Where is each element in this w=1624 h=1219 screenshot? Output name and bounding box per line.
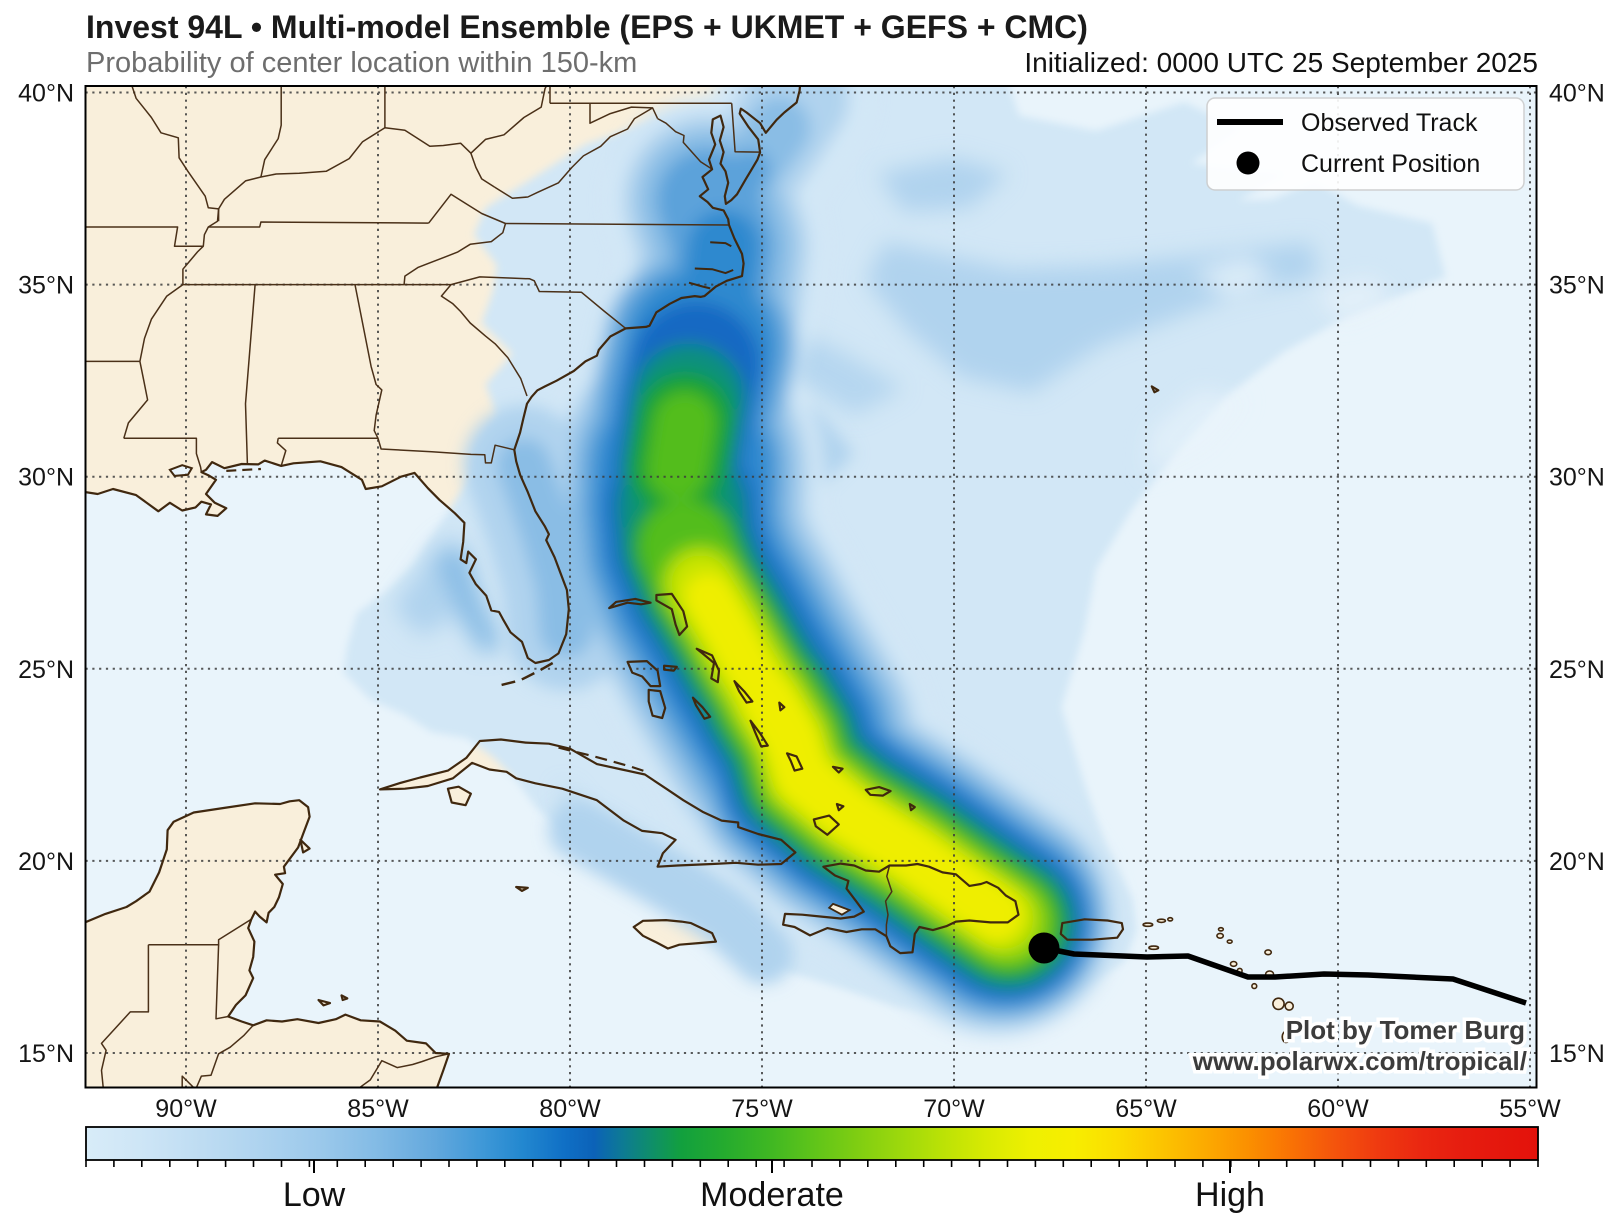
svg-text:20°N: 20°N [18, 848, 74, 876]
svg-text:20°N: 20°N [1549, 848, 1605, 876]
svg-text:55°W: 55°W [1499, 1095, 1561, 1123]
svg-text:25°N: 25°N [18, 656, 74, 684]
svg-text:High: High [1195, 1176, 1265, 1214]
svg-text:Current Position: Current Position [1301, 150, 1480, 178]
svg-text:75°W: 75°W [731, 1095, 793, 1123]
svg-text:80°W: 80°W [539, 1095, 601, 1123]
svg-text:Plot by Tomer Burg: Plot by Tomer Burg [1286, 1015, 1525, 1045]
svg-text:Initialized: 0000 UTC 25 Septe: Initialized: 0000 UTC 25 September 2025 [1024, 47, 1538, 78]
svg-text:25°N: 25°N [1549, 656, 1605, 684]
svg-text:85°W: 85°W [347, 1095, 409, 1123]
svg-text:Probability of center location: Probability of center location within 15… [86, 47, 637, 79]
svg-text:65°W: 65°W [1115, 1095, 1177, 1123]
svg-text:70°W: 70°W [923, 1095, 985, 1123]
svg-text:35°N: 35°N [18, 272, 74, 300]
svg-text:40°N: 40°N [1549, 80, 1605, 108]
svg-text:40°N: 40°N [18, 80, 74, 108]
svg-text:35°N: 35°N [1549, 272, 1605, 300]
svg-text:15°N: 15°N [18, 1040, 74, 1068]
svg-text:15°N: 15°N [1549, 1040, 1605, 1068]
svg-text:30°N: 30°N [18, 464, 74, 492]
svg-text:30°N: 30°N [1549, 464, 1605, 492]
svg-text:60°W: 60°W [1307, 1095, 1369, 1123]
svg-text:Invest 94L • Multi-model Ensem: Invest 94L • Multi-model Ensemble (EPS +… [86, 9, 1088, 45]
svg-text:90°W: 90°W [155, 1095, 217, 1123]
svg-text:Moderate: Moderate [700, 1176, 844, 1214]
svg-text:Observed Track: Observed Track [1301, 109, 1478, 137]
svg-text:www.polarwx.com/tropical/: www.polarwx.com/tropical/ [1192, 1046, 1527, 1076]
svg-text:Low: Low [283, 1176, 346, 1214]
